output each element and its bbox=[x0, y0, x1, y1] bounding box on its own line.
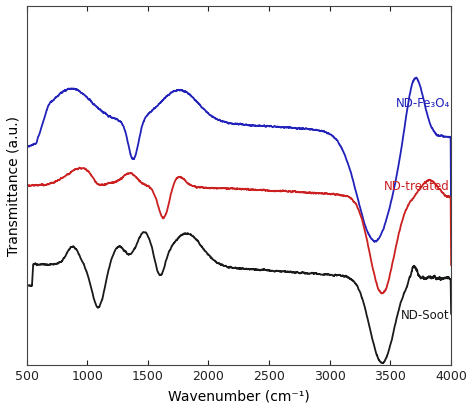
Text: ND-Soot: ND-Soot bbox=[401, 308, 450, 321]
Text: ND-Fe₃O₄: ND-Fe₃O₄ bbox=[396, 97, 450, 110]
Text: ND-treated: ND-treated bbox=[384, 180, 450, 192]
X-axis label: Wavenumber (cm⁻¹): Wavenumber (cm⁻¹) bbox=[168, 388, 310, 402]
Y-axis label: Transmittance (a.u.): Transmittance (a.u.) bbox=[7, 116, 21, 256]
